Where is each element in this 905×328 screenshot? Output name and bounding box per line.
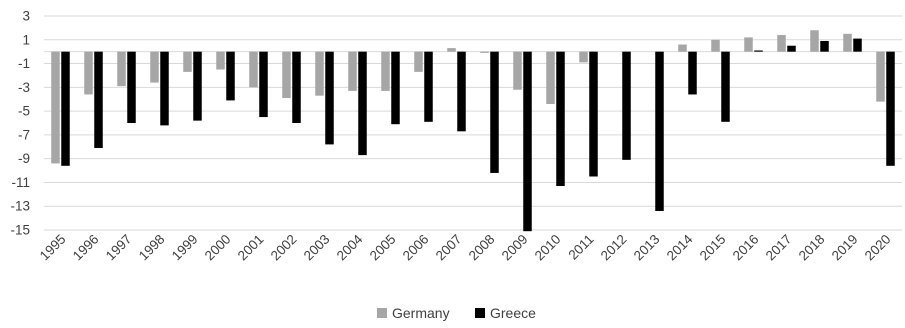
- bar-germany-2020: [876, 51, 885, 102]
- y-tick-label: -5: [18, 104, 30, 119]
- bar-germany-2015: [711, 39, 720, 52]
- x-axis-tick-labels: 1995 1996 1997 1998 1999 2000 2001 2002 2003 2004…: [37, 231, 894, 263]
- legend-swatch-greece: [475, 308, 485, 318]
- bar-germany-1995: [51, 51, 60, 164]
- y-tick-label: 3: [22, 9, 30, 24]
- bar-germany-2005: [381, 51, 390, 91]
- bar-germany-2001: [249, 51, 258, 88]
- bar-germany-2018: [810, 30, 819, 52]
- bar-greece-2016: [754, 50, 763, 52]
- bar-greece-1997: [127, 51, 136, 123]
- bar-greece-2014: [688, 51, 697, 95]
- bar-greece-2015: [721, 51, 730, 122]
- bar-greece-2020: [886, 51, 895, 166]
- x-tick-label: 1999: [169, 232, 201, 264]
- bar-greece-2017: [787, 45, 796, 52]
- bar-greece-2019: [853, 38, 862, 52]
- x-tick-label: 2013: [631, 232, 663, 264]
- x-tick-label: 2008: [466, 232, 498, 264]
- x-tick-label: 2000: [202, 232, 234, 264]
- y-axis-tick-labels: 3 1 -1 -3 -5 -7 -9 -11 -13 -15: [10, 9, 30, 238]
- bar-greece-1999: [193, 51, 202, 121]
- x-tick-label: 2012: [598, 232, 630, 264]
- legend-label-greece: Greece: [490, 305, 536, 321]
- bar-germany-2014: [678, 44, 687, 52]
- bar-germany-2000: [216, 51, 225, 70]
- bars: [51, 30, 895, 232]
- bar-germany-2017: [777, 35, 786, 52]
- x-tick-label: 2018: [796, 232, 828, 264]
- bar-germany-2008: [480, 51, 489, 53]
- x-tick-label: 2017: [763, 232, 795, 264]
- x-tick-label: 1997: [103, 232, 135, 264]
- bar-greece-2018: [820, 40, 829, 52]
- bar-germany-2016: [744, 37, 753, 52]
- x-tick-label: 1998: [136, 232, 168, 264]
- bar-greece-2003: [325, 51, 334, 145]
- legend-swatch-germany: [377, 308, 387, 318]
- bar-germany-2007: [447, 48, 456, 52]
- bar-greece-1995: [61, 51, 70, 166]
- bar-germany-2004: [348, 51, 357, 91]
- bar-germany-1998: [150, 51, 159, 83]
- bar-greece-2006: [424, 51, 433, 122]
- y-tick-label: -3: [18, 80, 30, 95]
- bar-greece-2009: [523, 51, 532, 232]
- x-tick-label: 2015: [697, 232, 729, 264]
- bar-greece-2004: [358, 51, 367, 156]
- y-tick-label: 1: [22, 32, 30, 47]
- y-tick-label: -9: [18, 151, 30, 166]
- bar-greece-2008: [490, 51, 499, 173]
- x-tick-label: 2016: [730, 232, 762, 264]
- x-tick-label: 1996: [70, 232, 102, 264]
- x-tick-label: 2003: [301, 232, 333, 264]
- bar-germany-1996: [84, 51, 93, 95]
- y-tick-label: -13: [10, 199, 30, 214]
- bar-germany-1997: [117, 51, 126, 87]
- y-tick-label: -15: [10, 223, 30, 238]
- x-tick-label: 2020: [862, 232, 894, 264]
- bar-greece-2011: [589, 51, 598, 177]
- bar-germany-2019: [843, 33, 852, 52]
- bar-germany-2009: [513, 51, 522, 90]
- gridlines: [44, 15, 902, 231]
- x-tick-label: 2010: [532, 232, 564, 264]
- y-tick-label: -7: [18, 127, 30, 142]
- y-tick-label: -1: [18, 56, 30, 71]
- x-tick-label: 1995: [37, 232, 69, 264]
- x-tick-label: 2007: [433, 232, 465, 264]
- x-tick-label: 2011: [565, 232, 596, 263]
- bar-greece-2000: [226, 51, 235, 101]
- bar-greece-2002: [292, 51, 301, 123]
- bar-germany-2006: [414, 51, 423, 72]
- y-tick-label: -11: [11, 175, 30, 190]
- bar-greece-2001: [259, 51, 268, 118]
- x-tick-label: 2019: [829, 232, 861, 264]
- bar-germany-2010: [546, 51, 555, 104]
- bar-greece-2007: [457, 51, 466, 132]
- bar-greece-2013: [655, 51, 664, 211]
- bar-germany-2002: [282, 51, 291, 99]
- bar-greece-1996: [94, 51, 103, 148]
- x-tick-label: 2014: [664, 231, 696, 263]
- x-tick-label: 2009: [499, 232, 531, 264]
- bar-greece-2012: [622, 51, 631, 160]
- bar-greece-2005: [391, 51, 400, 125]
- bar-germany-2003: [315, 51, 324, 96]
- bar-greece-2010: [556, 51, 565, 187]
- bar-greece-1998: [160, 51, 169, 126]
- bar-germany-2011: [579, 51, 588, 63]
- x-tick-label: 2006: [400, 232, 432, 264]
- x-tick-label: 2004: [334, 231, 366, 263]
- x-tick-label: 2002: [268, 232, 300, 264]
- bar-germany-1999: [183, 51, 192, 72]
- legend: Germany Greece: [377, 305, 536, 321]
- x-tick-label: 2005: [367, 232, 399, 264]
- legend-label-germany: Germany: [392, 305, 450, 321]
- x-tick-label: 2001: [235, 232, 267, 264]
